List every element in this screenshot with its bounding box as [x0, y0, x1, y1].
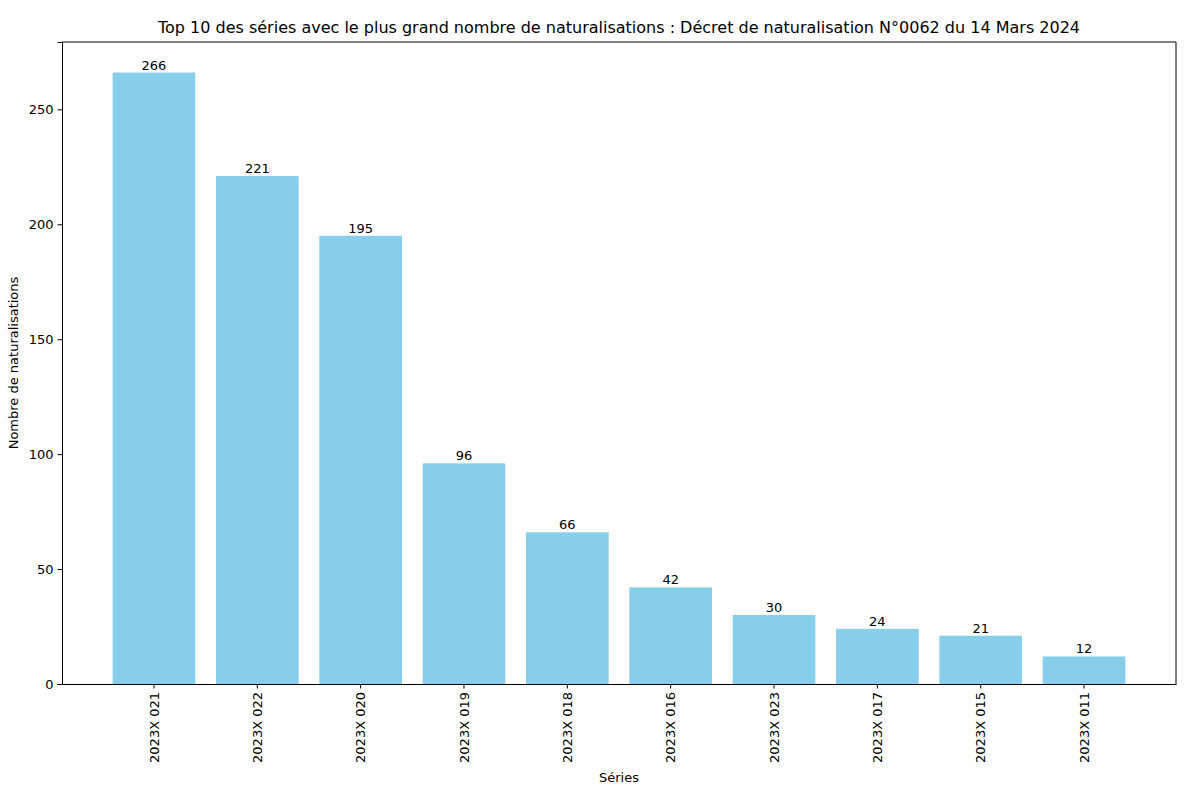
tick	[58, 224, 63, 225]
spine	[1176, 42, 1177, 684]
title: Top 10 des séries avec le plus grand nom…	[157, 18, 1080, 37]
data-label: 42	[662, 572, 679, 587]
tick-label: 2023X 018	[560, 692, 575, 763]
tick-label: 2023X 020	[353, 692, 368, 763]
tick-label: 2023X 017	[870, 692, 885, 763]
tick-label: 200	[29, 217, 54, 232]
tick	[877, 684, 878, 689]
bar	[1043, 656, 1126, 684]
tick-group: 250	[29, 102, 62, 117]
data-label: 221	[245, 161, 270, 176]
bar	[319, 236, 402, 684]
tick	[58, 454, 63, 455]
tick-group: 2023X 011	[1077, 684, 1092, 763]
tick-label: 0	[45, 677, 53, 692]
tick-label: 2023X 021	[147, 692, 162, 763]
tick-group: 2023X 019	[457, 684, 472, 763]
tick-label: 250	[29, 102, 54, 117]
tick	[58, 569, 63, 570]
axis-line	[58, 43, 63, 685]
bar	[113, 73, 196, 684]
bar	[629, 587, 712, 684]
bar	[939, 636, 1022, 684]
tick	[360, 684, 361, 689]
bar	[733, 615, 816, 684]
x-axis-title: Séries	[599, 770, 639, 785]
tick-label: 2023X 011	[1077, 692, 1092, 763]
bar	[526, 532, 609, 684]
tick-label: 50	[37, 562, 54, 577]
tick-group: 50	[37, 562, 62, 577]
tick	[58, 339, 63, 340]
tick-label: 2023X 016	[663, 692, 678, 763]
tick-group: 200	[29, 217, 62, 232]
tick	[153, 684, 154, 689]
tick-label: 150	[29, 332, 54, 347]
tick	[257, 684, 258, 689]
data-label: 12	[1076, 641, 1093, 656]
data-label: 24	[869, 614, 886, 629]
chart: 266 221 195 96 66 42 30 24 21 12 0 50 100 150 200 250 20…	[0, 0, 1184, 791]
spine	[62, 42, 1176, 43]
tick	[58, 109, 63, 110]
tick	[567, 684, 568, 689]
y-axis: 0 50 100 150 200 250	[29, 43, 63, 692]
tick-group: 150	[29, 332, 62, 347]
bars	[113, 73, 1126, 684]
tick-label: 2023X 023	[767, 692, 782, 763]
tick	[1084, 684, 1085, 689]
tick	[670, 684, 671, 689]
y-axis-title: Nombre de naturalisations	[6, 276, 21, 449]
tick-group: 2023X 023	[767, 684, 782, 763]
data-label: 30	[766, 600, 783, 615]
tick-group: 100	[29, 447, 62, 462]
bar	[423, 463, 506, 684]
data-label: 66	[559, 517, 576, 532]
data-label: 195	[348, 221, 373, 236]
frame	[62, 42, 1176, 684]
tick-label: 100	[29, 447, 54, 462]
tick-group: 0	[45, 677, 62, 692]
tick-group: 2023X 015	[973, 684, 988, 763]
tick	[58, 684, 63, 685]
data-label: 266	[142, 58, 167, 73]
x-axis: 2023X 021 2023X 022 2023X 020 2023X 019 2023…	[63, 684, 1177, 763]
data-label: 96	[456, 448, 473, 463]
tick-group: 2023X 021	[147, 684, 162, 763]
tick-group: 2023X 018	[560, 684, 575, 763]
tick-group: 2023X 022	[250, 684, 265, 763]
tick	[980, 684, 981, 689]
tick	[774, 684, 775, 689]
data-label: 21	[972, 621, 989, 636]
axis-line	[63, 684, 1177, 685]
tick	[463, 684, 464, 689]
bar	[836, 629, 919, 684]
plot-area: 266 221 195 96 66 42 30 24 21 12 0 50 100 150 200 250 20…	[29, 42, 1177, 763]
tick-label: 2023X 019	[457, 692, 472, 763]
bar	[216, 176, 299, 684]
tick-group: 2023X 016	[663, 684, 678, 763]
tick-label: 2023X 022	[250, 692, 265, 763]
tick-group: 2023X 017	[870, 684, 885, 763]
tick-label: 2023X 015	[973, 692, 988, 763]
tick-group: 2023X 020	[353, 684, 368, 763]
